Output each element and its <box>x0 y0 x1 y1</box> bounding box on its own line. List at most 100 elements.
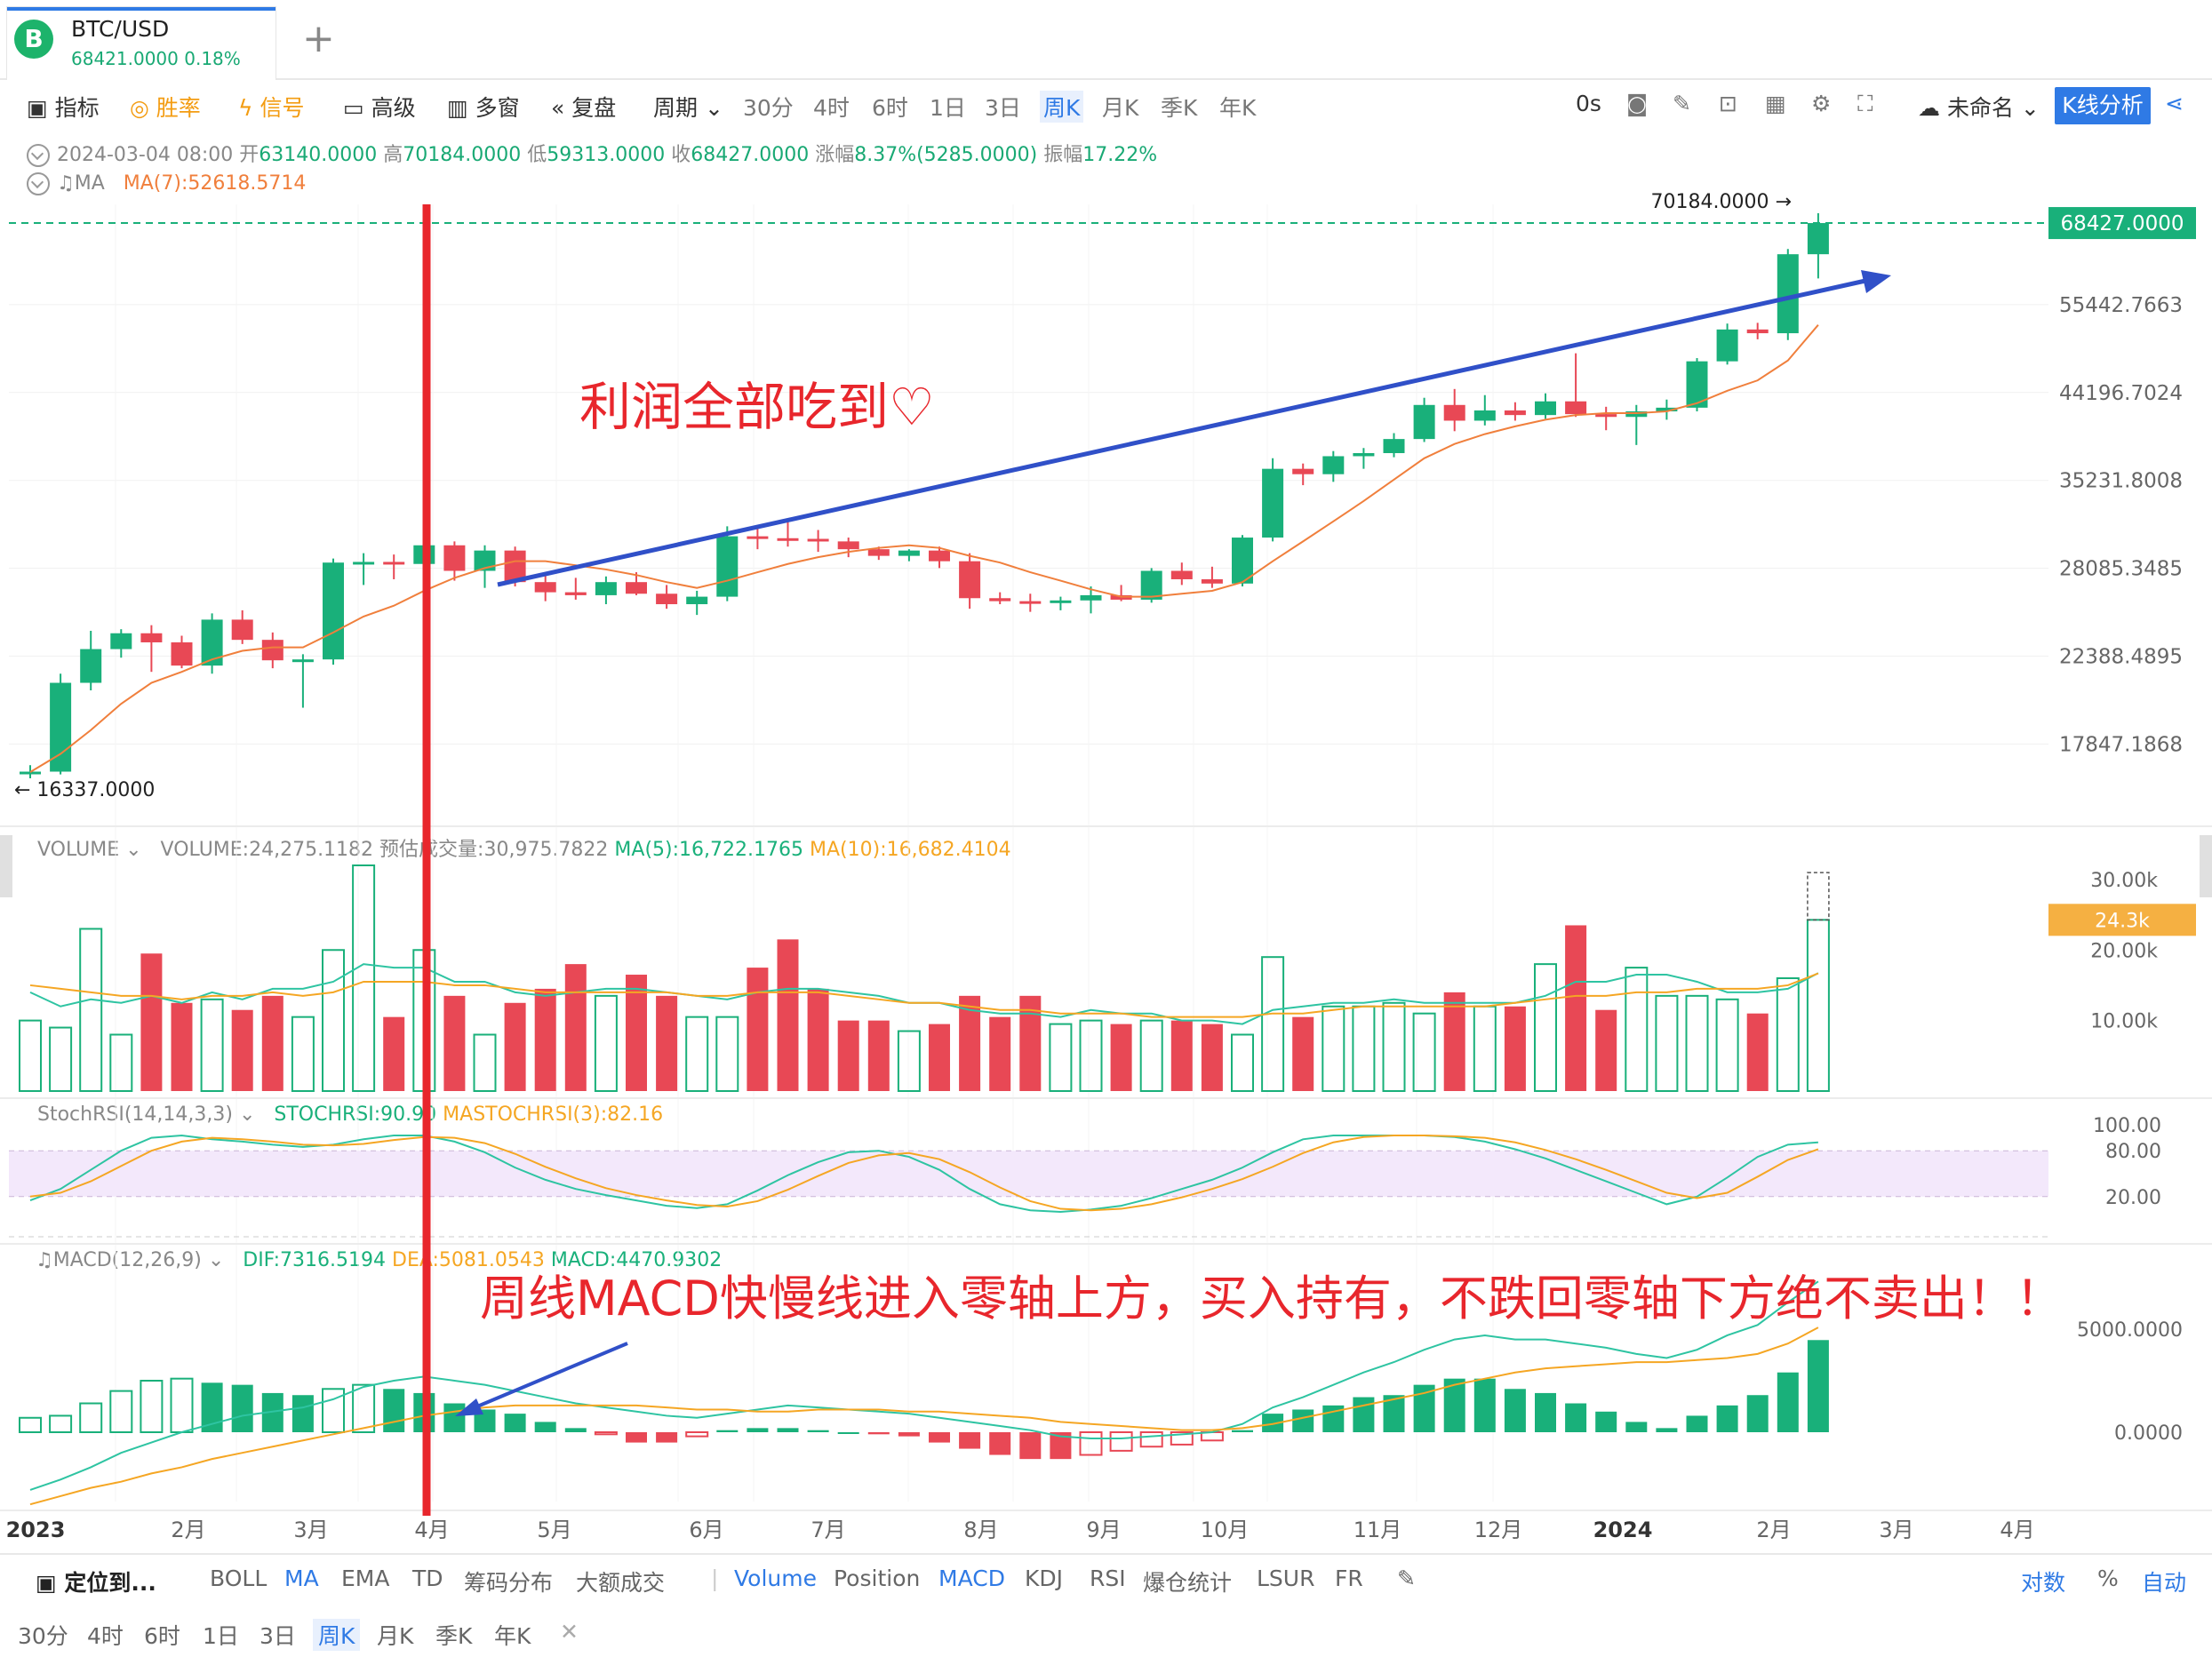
template-icon[interactable]: ⊡ <box>1719 91 1737 116</box>
log-scale-toggle[interactable]: 对数 <box>2021 1570 2066 1596</box>
period-year[interactable]: 年K <box>1219 95 1257 121</box>
indicator-volume[interactable]: Volume <box>734 1565 817 1591</box>
indicator-ema[interactable]: EMA <box>341 1565 390 1591</box>
candle-body <box>989 598 1011 601</box>
candle-body <box>1140 570 1162 600</box>
period-30m[interactable]: 30分 <box>743 95 794 121</box>
signal-button[interactable]: ϟ 信号 <box>238 95 305 121</box>
volume-bar <box>1049 1023 1073 1092</box>
bottom-period-4h[interactable]: 4时 <box>87 1623 124 1649</box>
period-4h[interactable]: 4时 <box>813 95 850 121</box>
left-panel-toggle[interactable] <box>0 835 12 897</box>
edit-icon[interactable]: ✎ <box>1397 1565 1416 1591</box>
period-6h[interactable]: 6时 <box>872 95 908 121</box>
winrate-button[interactable]: ◎ 胜率 <box>130 95 201 121</box>
volume-bar <box>1443 992 1465 1091</box>
indicator-rsi[interactable]: RSI <box>1090 1565 1126 1591</box>
layout-name-dropdown[interactable]: ☁ 未命名 ⌄ <box>1918 95 2040 121</box>
candle-body <box>716 536 739 597</box>
save-image-icon[interactable]: ▦ <box>1765 91 1786 116</box>
indicator-boll[interactable]: BOLL <box>210 1565 268 1591</box>
indicator-button[interactable]: ▣ 指标 <box>27 95 100 121</box>
volume-bar <box>140 953 163 1091</box>
indicator-kdj[interactable]: KDJ <box>1025 1565 1064 1591</box>
add-tab-button[interactable]: + <box>302 16 335 61</box>
stoch-d-value: MASTOCHRSI(3):82.16 <box>443 1103 664 1126</box>
candle-body <box>1262 468 1284 538</box>
x-axis-label: 3月 <box>1879 1518 1913 1542</box>
indicator-large-trades[interactable]: 大额成交 <box>576 1570 666 1596</box>
indicator-position[interactable]: Position <box>834 1565 921 1591</box>
price-tick-label: 28085.3485 <box>2059 558 2183 581</box>
indicator-lsur[interactable]: LSUR <box>1257 1565 1315 1591</box>
x-axis-label: 7月 <box>811 1518 845 1542</box>
bottom-period-year[interactable]: 年K <box>494 1623 531 1649</box>
period-1d[interactable]: 1日 <box>930 95 966 121</box>
advanced-button[interactable]: ▭ 高级 <box>343 95 416 121</box>
locate-button[interactable]: ▣ 定位到... <box>36 1570 156 1596</box>
settings-icon[interactable]: ⚙ <box>1811 91 1832 116</box>
bottom-period-1m[interactable]: 月K <box>377 1623 414 1649</box>
bottom-period-30m[interactable]: 30分 <box>18 1623 68 1649</box>
x-axis-label: 2024 <box>1593 1518 1653 1542</box>
volume-bar <box>564 964 587 1091</box>
period-3d[interactable]: 3日 <box>985 95 1021 121</box>
kline-analysis-button[interactable]: K线分析 <box>2055 87 2151 124</box>
chevron-down-icon[interactable]: ⌄ <box>119 839 155 861</box>
macd-bar <box>1656 1428 1678 1432</box>
bottom-period-quarter[interactable]: 季K <box>435 1623 473 1649</box>
bottom-period-3d[interactable]: 3日 <box>260 1623 296 1649</box>
bell-icon[interactable]: ♫ <box>57 172 75 195</box>
chevron-down-icon[interactable]: ⌄ <box>201 1249 237 1271</box>
camera-icon[interactable]: ◙ <box>1626 91 1649 116</box>
candle-body <box>1443 404 1465 421</box>
share-icon[interactable]: ⋖ <box>2165 91 2184 116</box>
candle-body <box>261 640 283 661</box>
indicator-liquidations[interactable]: 爆仓统计 <box>1143 1570 1233 1596</box>
indicator-ma[interactable]: MA <box>284 1565 319 1591</box>
macd-row: ♫MACD(12,26,9) ⌄ DIF:7316.5194 DEA:5081.… <box>36 1249 722 1271</box>
bottom-period-1w[interactable]: 周K <box>313 1619 361 1651</box>
period-1w[interactable]: 周K <box>1040 91 1084 123</box>
chart-canvas[interactable]: 70184.0000 → ← 16337.0000 68427.0000 55442… <box>0 133 2212 1553</box>
change-value: 8.37%(5285.0000) <box>854 144 1038 166</box>
bottom-period-6h[interactable]: 6时 <box>144 1623 180 1649</box>
candle-body <box>474 550 496 571</box>
macd-bar <box>79 1402 103 1434</box>
candle-body <box>323 562 344 660</box>
period-1m[interactable]: 月K <box>1102 95 1139 121</box>
winrate-icon: ◎ <box>130 95 156 121</box>
indicator-macd[interactable]: MACD <box>938 1565 1005 1591</box>
fullscreen-icon[interactable]: ⛶ <box>1857 91 1873 116</box>
chevron-down-icon[interactable]: ⌄ <box>232 1103 268 1126</box>
price-tick-label: 17847.1868 <box>2059 733 2183 756</box>
macd-bar <box>747 1428 769 1432</box>
collapse-icon[interactable] <box>27 144 50 167</box>
period-dropdown[interactable]: 周期 ⌄ <box>653 95 723 121</box>
x-axis-label: 12月 <box>1474 1518 1523 1542</box>
bell-icon[interactable]: ♫ <box>36 1249 53 1271</box>
close-icon[interactable]: ✕ <box>560 1619 579 1645</box>
pencil-icon[interactable]: ✎ <box>1673 91 1691 116</box>
candle-body <box>1353 452 1375 457</box>
period-quarter[interactable]: 季K <box>1161 95 1198 121</box>
auto-scale-toggle[interactable]: 自动 <box>2142 1570 2187 1596</box>
multiwindow-button[interactable]: ▥ 多窗 <box>447 95 520 121</box>
collapse-icon[interactable] <box>27 172 50 195</box>
indicator-fr[interactable]: FR <box>1335 1565 1363 1591</box>
stoch-label: StochRSI(14,14,3,3) <box>37 1103 233 1126</box>
candle-body <box>504 550 526 583</box>
right-panel-toggle[interactable] <box>2200 835 2212 897</box>
replay-button[interactable]: « 复盘 <box>551 95 617 121</box>
change-label: 涨幅 <box>815 144 855 166</box>
bottom-period-1d[interactable]: 1日 <box>203 1623 239 1649</box>
candle-body <box>231 619 253 641</box>
percent-toggle[interactable]: % <box>2097 1565 2119 1591</box>
volume-bar <box>626 975 647 1091</box>
volume-bar <box>594 994 618 1092</box>
volume-bar <box>929 1024 950 1091</box>
indicator-chips[interactable]: 筹码分布 <box>464 1570 554 1596</box>
low-label: 低 <box>527 144 547 166</box>
indicator-td[interactable]: TD <box>412 1565 443 1591</box>
volume-bar <box>867 1020 890 1091</box>
